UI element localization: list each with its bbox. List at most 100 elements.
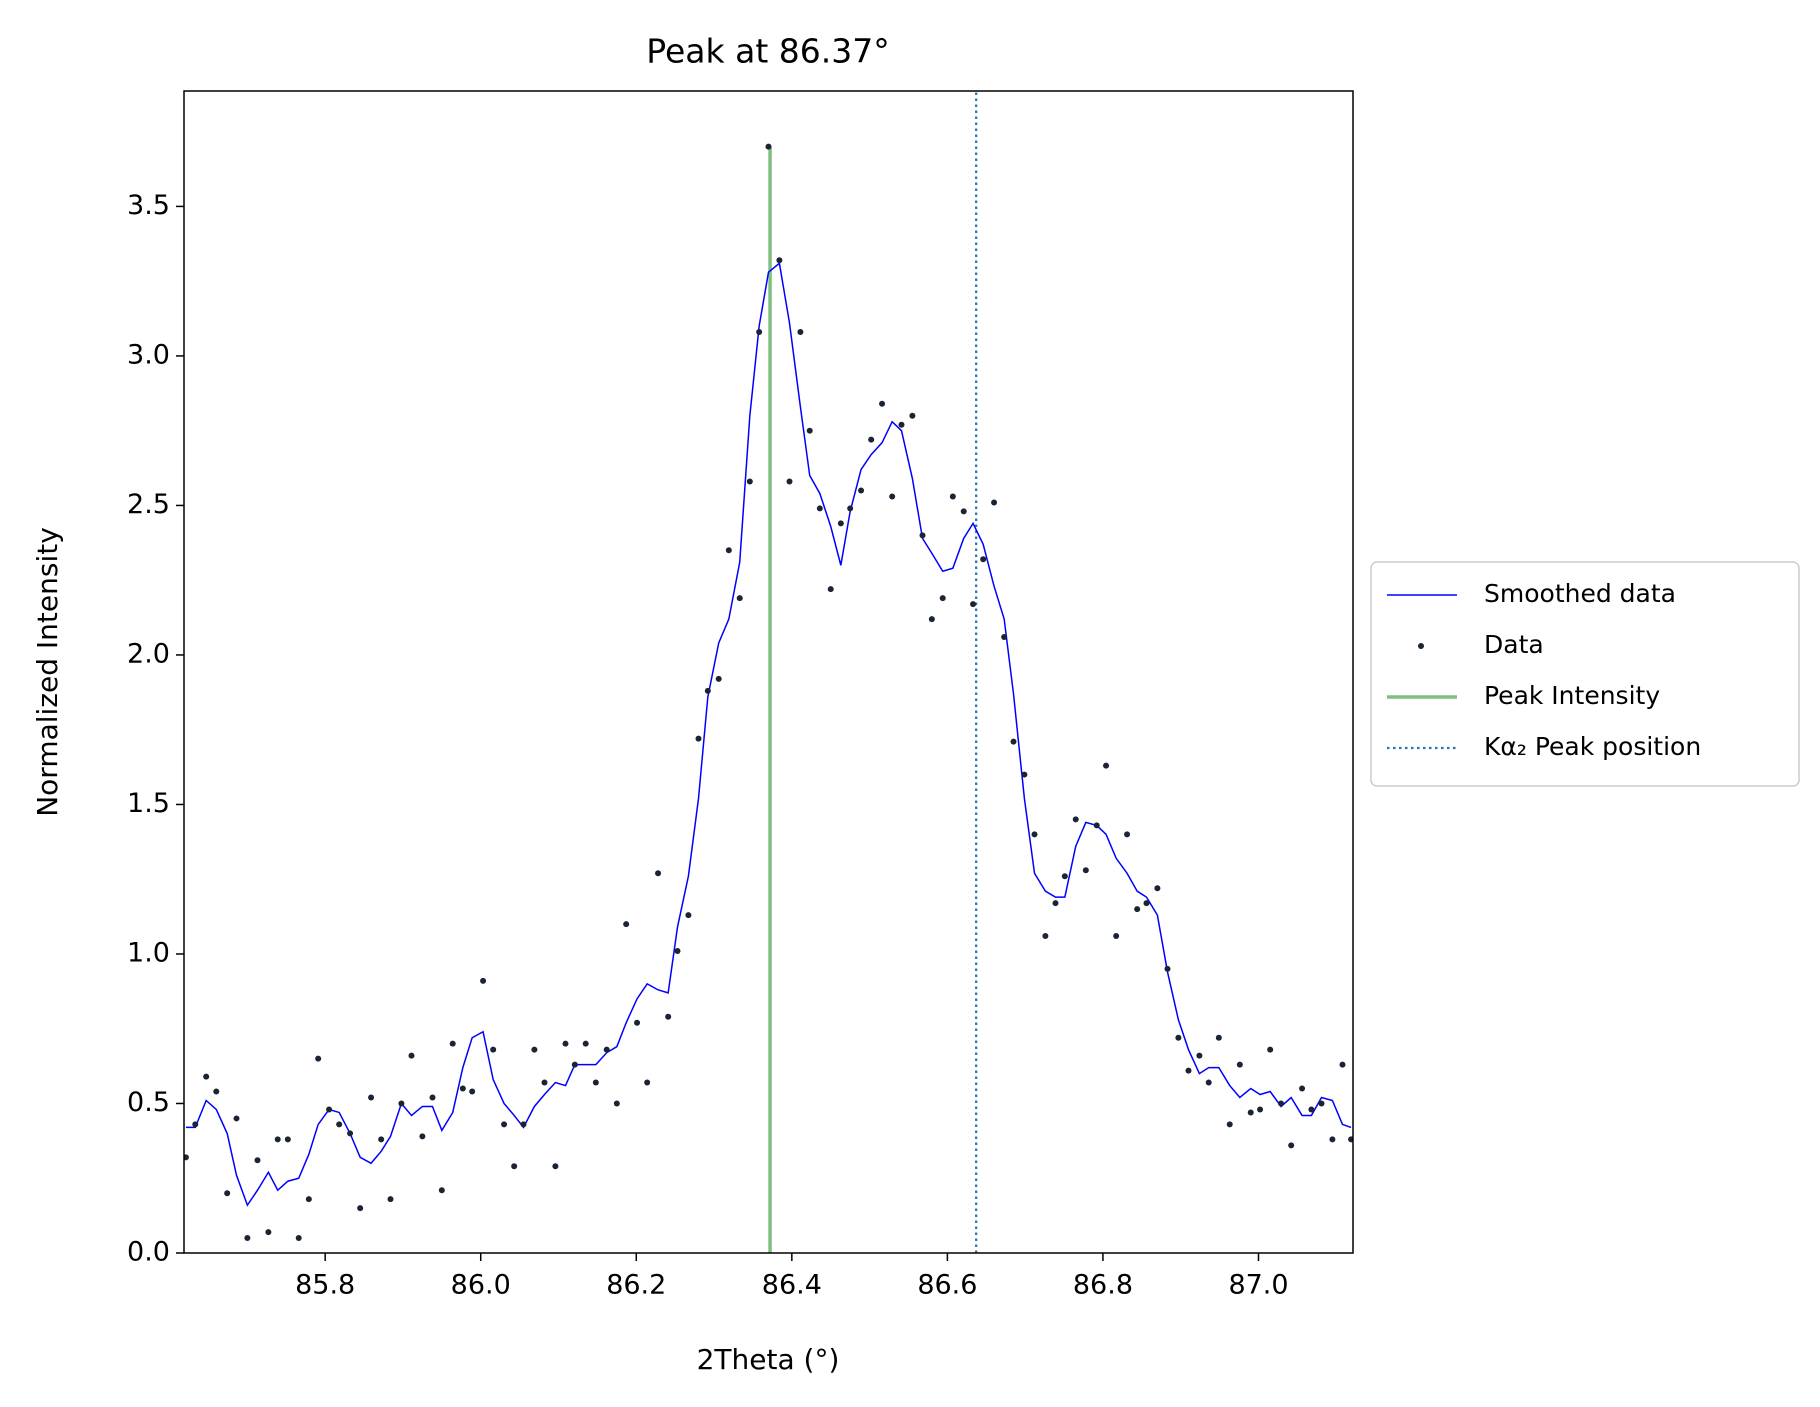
data-point — [827, 586, 834, 593]
data-point — [265, 1229, 272, 1236]
data-point — [816, 505, 823, 512]
data-point — [1154, 885, 1161, 892]
data-point — [674, 947, 681, 954]
y-tick-label: 0.5 — [127, 1087, 170, 1118]
data-point — [970, 601, 977, 608]
y-axis-label: Normalized Intensity — [31, 527, 64, 817]
data-point — [909, 412, 916, 419]
data-point — [868, 436, 875, 443]
data-point — [746, 478, 753, 485]
data-point — [459, 1085, 466, 1092]
y-tick-label: 1.0 — [127, 937, 170, 968]
data-point — [1257, 1106, 1264, 1113]
y-tick-label: 3.0 — [127, 339, 170, 370]
legend-label: Smoothed data — [1484, 579, 1676, 608]
y-tick-label: 3.5 — [127, 190, 170, 221]
data-point — [695, 735, 702, 742]
data-point — [1143, 900, 1150, 907]
data-point — [368, 1094, 375, 1101]
data-point — [408, 1052, 415, 1059]
data-point — [305, 1196, 312, 1203]
data-point — [224, 1190, 231, 1197]
data-point — [438, 1187, 445, 1194]
data-point — [295, 1235, 302, 1242]
y-tick-label: 1.5 — [127, 788, 170, 819]
legend-label: Data — [1484, 630, 1544, 659]
data-point — [552, 1163, 559, 1170]
data-point — [736, 595, 743, 602]
data-point — [960, 508, 967, 515]
data-point — [480, 977, 487, 984]
data-point — [634, 1019, 641, 1026]
data-point — [1215, 1034, 1222, 1041]
data-point — [490, 1046, 497, 1053]
data-point — [715, 675, 722, 682]
data-point — [347, 1130, 354, 1137]
data-point — [847, 505, 854, 512]
data-point — [274, 1136, 281, 1143]
x-tick-label: 86.8 — [1073, 1270, 1133, 1301]
data-point — [1278, 1100, 1285, 1107]
data-point — [1082, 867, 1089, 874]
data-point — [1267, 1046, 1274, 1053]
data-point — [898, 421, 905, 428]
legend-label: Kα₂ Peak position — [1484, 732, 1701, 761]
x-tick-label: 86.2 — [606, 1270, 666, 1301]
data-point — [1236, 1061, 1243, 1068]
data-point — [284, 1136, 291, 1143]
legend-box — [1370, 561, 1800, 787]
data-point — [1348, 1136, 1353, 1143]
data-point — [1103, 762, 1110, 769]
data-point — [980, 556, 987, 563]
data-point — [1247, 1109, 1254, 1116]
data-point — [336, 1121, 343, 1128]
data-point — [1185, 1067, 1192, 1074]
data-point — [357, 1205, 364, 1212]
x-tick-label: 86.0 — [451, 1270, 511, 1301]
data-point — [562, 1040, 569, 1047]
chart-title: Peak at 86.37° — [646, 32, 889, 71]
data-point — [1308, 1106, 1315, 1113]
data-point — [254, 1157, 261, 1164]
data-point — [315, 1055, 322, 1062]
data-point — [531, 1046, 538, 1053]
data-point — [1329, 1136, 1336, 1143]
data-point — [1001, 634, 1008, 641]
data-point — [623, 921, 630, 928]
data-point — [1072, 816, 1079, 823]
data-point — [919, 532, 926, 539]
plot-frame — [183, 90, 1354, 1254]
data-point — [1061, 873, 1068, 880]
data-point — [991, 499, 998, 506]
data-point — [776, 257, 783, 264]
data-point — [592, 1079, 599, 1086]
x-tick-label: 85.8 — [295, 1270, 355, 1301]
data-point — [704, 687, 711, 694]
data-point — [603, 1046, 610, 1053]
data-point — [939, 595, 946, 602]
x-axis-label: 2Theta (°) — [697, 1343, 840, 1376]
data-point — [837, 520, 844, 527]
data-point — [501, 1121, 508, 1128]
data-point — [786, 478, 793, 485]
data-point — [665, 1013, 672, 1020]
smoothed-line — [185, 261, 1352, 1207]
data-point — [419, 1133, 426, 1140]
data-point — [1031, 831, 1038, 838]
x-tick-label: 86.4 — [762, 1270, 822, 1301]
data-point — [398, 1100, 405, 1107]
data-point — [213, 1088, 220, 1095]
data-point — [949, 493, 956, 500]
data-point — [1010, 738, 1017, 745]
data-point — [1339, 1061, 1346, 1068]
data-point — [1113, 933, 1120, 940]
data-point — [1288, 1142, 1295, 1149]
data-point — [1093, 822, 1100, 829]
x-tick-label: 87.0 — [1228, 1270, 1288, 1301]
data-point — [858, 487, 865, 494]
data-point — [582, 1040, 589, 1047]
data-point — [541, 1079, 548, 1086]
data-point — [1052, 900, 1059, 907]
y-tick-label: 0.0 — [127, 1237, 170, 1268]
data-point — [511, 1163, 518, 1170]
